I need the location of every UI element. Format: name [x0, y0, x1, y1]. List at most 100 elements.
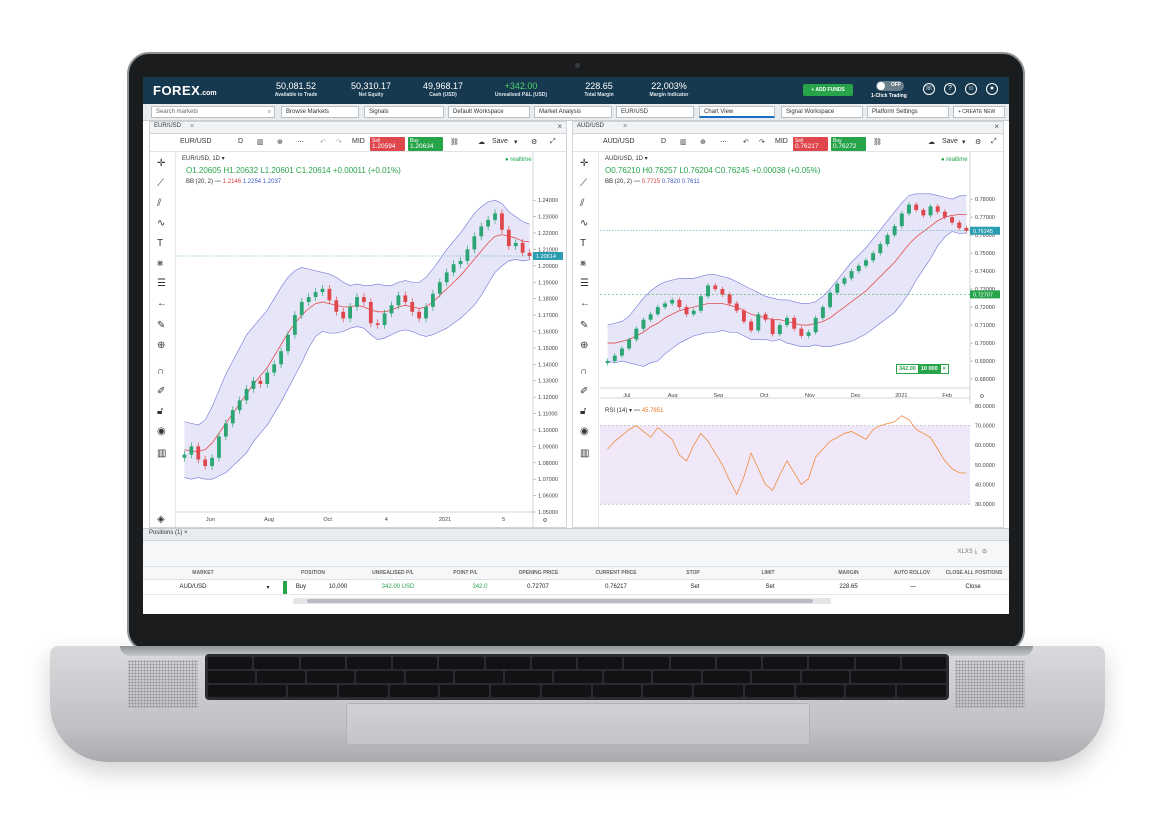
trend-line-icon[interactable]: ⟋: [580, 178, 587, 189]
positions-tab[interactable]: Positions (1) ×: [149, 530, 188, 536]
ruler-icon[interactable]: ✎: [580, 320, 589, 331]
layers-icon[interactable]: ◈: [157, 514, 165, 525]
candle-type-icon[interactable]: ▥: [257, 139, 264, 146]
tab-chart-view[interactable]: Chart View: [699, 106, 775, 118]
tab-market-analysis[interactable]: Market Analysis: [534, 106, 612, 118]
eye-icon[interactable]: ◉: [580, 426, 589, 437]
lock-icon[interactable]: 🔓︎: [157, 406, 164, 417]
link-icon[interactable]: ⛓: [450, 139, 459, 146]
panel-tab-aud-usd[interactable]: AUD/USD: [577, 123, 605, 129]
col-current-price[interactable]: CURRENT PRICE: [595, 570, 637, 576]
quote-type-selector[interactable]: MID: [775, 138, 788, 145]
buy-button[interactable]: Buy 0.76272: [831, 137, 866, 151]
help-icon[interactable]: ?: [944, 83, 956, 95]
chevron-down-icon[interactable]: ▾: [962, 139, 966, 146]
col-auto-rollover[interactable]: AUTO ROLLOV: [893, 570, 931, 576]
close-all-positions-button[interactable]: CLOSE ALL POSITIONS: [945, 570, 1003, 576]
fullscreen-icon[interactable]: ⤢: [550, 138, 556, 145]
row-market[interactable]: AUD/USD: [179, 584, 207, 590]
tab-signals[interactable]: Signals: [364, 106, 444, 118]
measure-icon[interactable]: ☰: [157, 278, 166, 289]
aud-usd-price-chart[interactable]: 0.78000 0.77000 0.76000 0.75000 0.74000 0.730…: [600, 152, 1004, 528]
close-position-icon[interactable]: ×: [939, 364, 949, 374]
close-position-button[interactable]: Close: [965, 584, 981, 590]
cloud-save-icon[interactable]: ☁: [928, 139, 935, 146]
candle-type-icon[interactable]: ▥: [680, 139, 687, 146]
set-limit-button[interactable]: Set: [765, 584, 775, 590]
lock-drawing-icon[interactable]: ✐: [157, 386, 166, 397]
table-row[interactable]: AUD/USD ▾ Buy 10,000 342.00 USD 342.0 0.…: [143, 580, 1009, 595]
tab-platform-settings[interactable]: Platform Settings: [867, 106, 949, 118]
tab-browse-markets[interactable]: Browse Markets: [281, 106, 359, 118]
one-click-trading-toggle[interactable]: OFF: [876, 81, 904, 91]
trend-line-icon[interactable]: ⟋: [157, 178, 164, 189]
compare-icon[interactable]: ⋯: [720, 139, 727, 146]
lock-drawing-icon[interactable]: ✐: [580, 386, 589, 397]
user-icon[interactable]: ●: [986, 83, 998, 95]
compare-icon[interactable]: ⋯: [297, 139, 304, 146]
set-stop-button[interactable]: Set: [690, 584, 700, 590]
pattern-icon[interactable]: ⨳: [580, 258, 587, 269]
add-indicator-icon[interactable]: ⊕: [277, 139, 283, 146]
arrow-left-icon[interactable]: ←: [157, 298, 167, 309]
eye-icon[interactable]: ◉: [157, 426, 166, 437]
undo-icon[interactable]: ↶: [320, 139, 326, 146]
col-market[interactable]: MARKET: [192, 570, 214, 576]
close-tab-icon[interactable]: ×: [190, 123, 195, 130]
interval-selector[interactable]: D: [238, 138, 244, 145]
text-icon[interactable]: T: [580, 238, 587, 249]
col-opening-price[interactable]: OPENING PRICE: [518, 570, 559, 576]
magnet-icon[interactable]: ∩: [580, 366, 588, 377]
symbol-selector[interactable]: EUR/USD: [180, 138, 212, 145]
quote-type-selector[interactable]: MID: [352, 138, 365, 145]
row-expand-icon[interactable]: ▾: [266, 585, 270, 591]
brush-icon[interactable]: ∿: [580, 218, 589, 229]
col-limit[interactable]: LIMIT: [761, 570, 775, 576]
gear-icon[interactable]: ⚙: [975, 139, 982, 146]
add-funds-button[interactable]: + ADD FUNDS: [803, 84, 853, 96]
magnet-icon[interactable]: ∩: [157, 366, 165, 377]
trash-icon[interactable]: ▥: [580, 448, 590, 459]
interval-selector[interactable]: D: [661, 138, 667, 145]
redo-icon[interactable]: ↷: [336, 139, 342, 146]
phone-icon[interactable]: ☏: [923, 83, 935, 95]
arrow-left-icon[interactable]: ←: [580, 298, 590, 309]
support-icon[interactable]: ☺: [965, 83, 977, 95]
chevron-down-icon[interactable]: ▾: [514, 139, 518, 146]
tab-default-workspace[interactable]: Default Workspace: [448, 106, 530, 118]
ruler-icon[interactable]: ✎: [157, 320, 166, 331]
col-margin[interactable]: MARGIN: [838, 570, 859, 576]
eur-usd-price-chart[interactable]: 1.24000 1.23000 1.22000 1.21000 1.20000 1.190…: [177, 152, 567, 528]
crosshair-icon[interactable]: ✛: [580, 158, 589, 169]
row-auto-rollover[interactable]: —: [910, 584, 916, 590]
tab-eur-usd[interactable]: EUR/USD: [616, 106, 694, 118]
crosshair-icon[interactable]: ✛: [157, 158, 166, 169]
zoom-icon[interactable]: ⊕: [580, 340, 589, 351]
close-panel-icon[interactable]: ×: [994, 122, 999, 131]
buy-button[interactable]: Buy 1.20634: [408, 137, 443, 151]
search-markets-input[interactable]: Search markets ⌕: [151, 106, 275, 118]
cloud-save-icon[interactable]: ☁: [478, 139, 485, 146]
position-line-tag[interactable]: 342.00 10 000 ×: [896, 364, 949, 374]
col-position[interactable]: POSITION: [301, 570, 325, 576]
export-xlxs-button[interactable]: XLXS ⤓ ⚙: [957, 549, 987, 555]
col-unrealised-pl[interactable]: UNREALISED P/L: [372, 570, 414, 576]
create-new-button[interactable]: + CREATE NEW: [953, 106, 1005, 118]
gear-icon[interactable]: ⚙: [531, 139, 538, 146]
pattern-icon[interactable]: ⨳: [157, 258, 164, 269]
scrollbar-thumb[interactable]: [307, 599, 813, 603]
sell-button[interactable]: Sell 0.76217: [793, 137, 828, 151]
trash-icon[interactable]: ▥: [157, 448, 167, 459]
panel-tab-eur-usd[interactable]: EUR/USD: [154, 123, 182, 129]
close-tab-icon[interactable]: ×: [623, 123, 628, 130]
link-icon[interactable]: ⛓: [873, 139, 882, 146]
redo-icon[interactable]: ↷: [759, 139, 765, 146]
col-stop[interactable]: STOP: [686, 570, 700, 576]
undo-icon[interactable]: ↶: [743, 139, 749, 146]
lock-icon[interactable]: 🔓︎: [580, 406, 587, 417]
save-button[interactable]: Save: [492, 138, 508, 145]
zoom-icon[interactable]: ⊕: [157, 340, 166, 351]
measure-icon[interactable]: ☰: [580, 278, 589, 289]
brush-icon[interactable]: ∿: [157, 218, 166, 229]
fib-icon[interactable]: ⫽: [157, 198, 162, 209]
